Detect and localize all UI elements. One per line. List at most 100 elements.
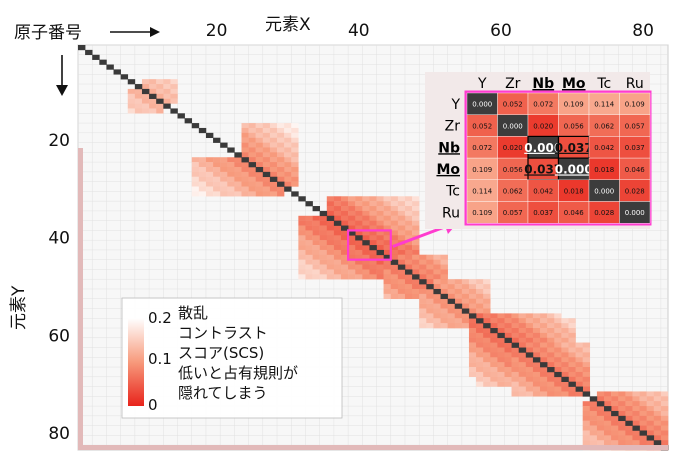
heatmap-cell	[582, 371, 591, 378]
y-tick-label: 40	[48, 229, 70, 249]
heatmap-cell	[653, 425, 662, 431]
heatmap-cell	[511, 381, 519, 387]
diagonal-cell	[568, 381, 576, 387]
x-tick-label: 40	[348, 21, 370, 41]
diagonal-cell	[277, 181, 285, 187]
heatmap-cell	[404, 288, 413, 295]
bottom-edge-band	[78, 445, 668, 450]
heatmap-cell	[547, 328, 555, 334]
heatmap-cell	[369, 201, 377, 207]
heatmap-cell	[532, 313, 541, 319]
zoom-cell-value: 0.072	[533, 101, 553, 109]
heatmap-cell	[426, 308, 434, 314]
heatmap-cell	[269, 147, 278, 153]
heatmap-cell	[561, 328, 569, 334]
heatmap-cell	[426, 323, 434, 329]
heatmap-cell	[390, 269, 399, 275]
zoom-cell-value: 0.000	[594, 187, 614, 195]
heatmap-cell	[369, 240, 377, 246]
heatmap-cell	[404, 220, 413, 226]
heatmap-cell	[660, 406, 669, 412]
heatmap-cell	[355, 254, 363, 260]
heatmap-cell	[561, 362, 569, 368]
heatmap-cell	[483, 298, 491, 304]
zoom-cell	[619, 201, 651, 224]
heatmap-cell	[554, 367, 562, 373]
heatmap-cell	[532, 376, 541, 382]
heatmap-cell	[476, 284, 484, 290]
legend-line: スコア(SCS)	[178, 344, 264, 362]
heatmap-cell	[390, 196, 399, 202]
x-tick-label: 20	[206, 21, 228, 41]
heatmap-cell	[554, 342, 562, 348]
heatmap-cell	[205, 181, 214, 187]
heatmap-cell	[284, 181, 292, 187]
heatmap-cell	[341, 201, 349, 207]
zoom-cell-value: 0.042	[533, 187, 553, 195]
heatmap-cell	[333, 235, 342, 241]
heatmap-cell	[241, 152, 249, 158]
heatmap-cell	[426, 279, 434, 285]
heatmap-cell	[490, 337, 498, 343]
heatmap-cell	[305, 274, 313, 280]
heatmap-cell	[561, 332, 569, 338]
heatmap-cell	[291, 162, 299, 168]
heatmap-cell	[568, 337, 576, 343]
legend-line: 低いと占有規則が	[178, 364, 298, 382]
heatmap-cell	[419, 318, 427, 324]
heatmap-cell	[383, 259, 391, 265]
diagonal-cell	[468, 313, 477, 319]
heatmap-cell	[376, 254, 384, 260]
heatmap-cell	[326, 259, 335, 265]
heatmap-cell	[476, 279, 484, 285]
heatmap-cell	[454, 323, 463, 329]
heatmap-cell	[575, 342, 583, 348]
heatmap-cell	[404, 196, 413, 202]
heatmap-cell	[568, 391, 576, 397]
heatmap-cell	[326, 220, 335, 226]
heatmap-cell	[646, 410, 654, 417]
heatmap-cell	[426, 269, 434, 275]
heatmap-cell	[476, 313, 484, 319]
heatmap-cell	[284, 147, 292, 153]
heatmap-cell	[312, 215, 320, 221]
heatmap-cell	[298, 259, 306, 265]
heatmap-cell	[298, 225, 306, 231]
diagonal-cell	[383, 254, 392, 260]
heatmap-cell	[404, 264, 413, 270]
heatmap-cell	[461, 318, 470, 324]
heatmap-cell	[625, 425, 633, 431]
heatmap-cell	[518, 342, 527, 348]
heatmap-cell	[440, 323, 448, 329]
diagonal-cell	[440, 293, 448, 300]
heatmap-cell	[234, 171, 242, 177]
heatmap-cell	[255, 132, 264, 138]
heatmap-cell	[490, 381, 498, 387]
diagonal-cell	[454, 303, 463, 309]
heatmap-cell	[476, 381, 484, 387]
x-tick-label: 60	[490, 21, 512, 41]
heatmap-cell	[532, 386, 541, 392]
heatmap-cell	[319, 245, 327, 251]
heatmap-cell	[582, 376, 591, 382]
heatmap-cell	[561, 352, 569, 358]
heatmap-cell	[397, 274, 406, 280]
heatmap-cell	[412, 293, 420, 299]
heatmap-cell	[348, 215, 356, 221]
heatmap-cell	[625, 410, 633, 417]
heatmap-cell	[433, 308, 441, 314]
heatmap-cell	[490, 342, 498, 348]
heatmap-cell	[397, 215, 406, 221]
heatmap-cell	[561, 391, 569, 397]
heatmap-cell	[646, 396, 654, 402]
heatmap-cell	[326, 254, 335, 260]
diagonal-cell	[120, 74, 129, 80]
heatmap-cell	[447, 323, 455, 329]
heatmap-cell	[362, 196, 370, 202]
diagonal-cell	[575, 386, 583, 392]
heatmap-cell	[476, 323, 484, 329]
heatmap-cell	[490, 347, 498, 353]
heatmap-cell	[326, 249, 335, 256]
diagonal-cell	[326, 215, 335, 221]
heatmap-cell	[653, 420, 662, 426]
